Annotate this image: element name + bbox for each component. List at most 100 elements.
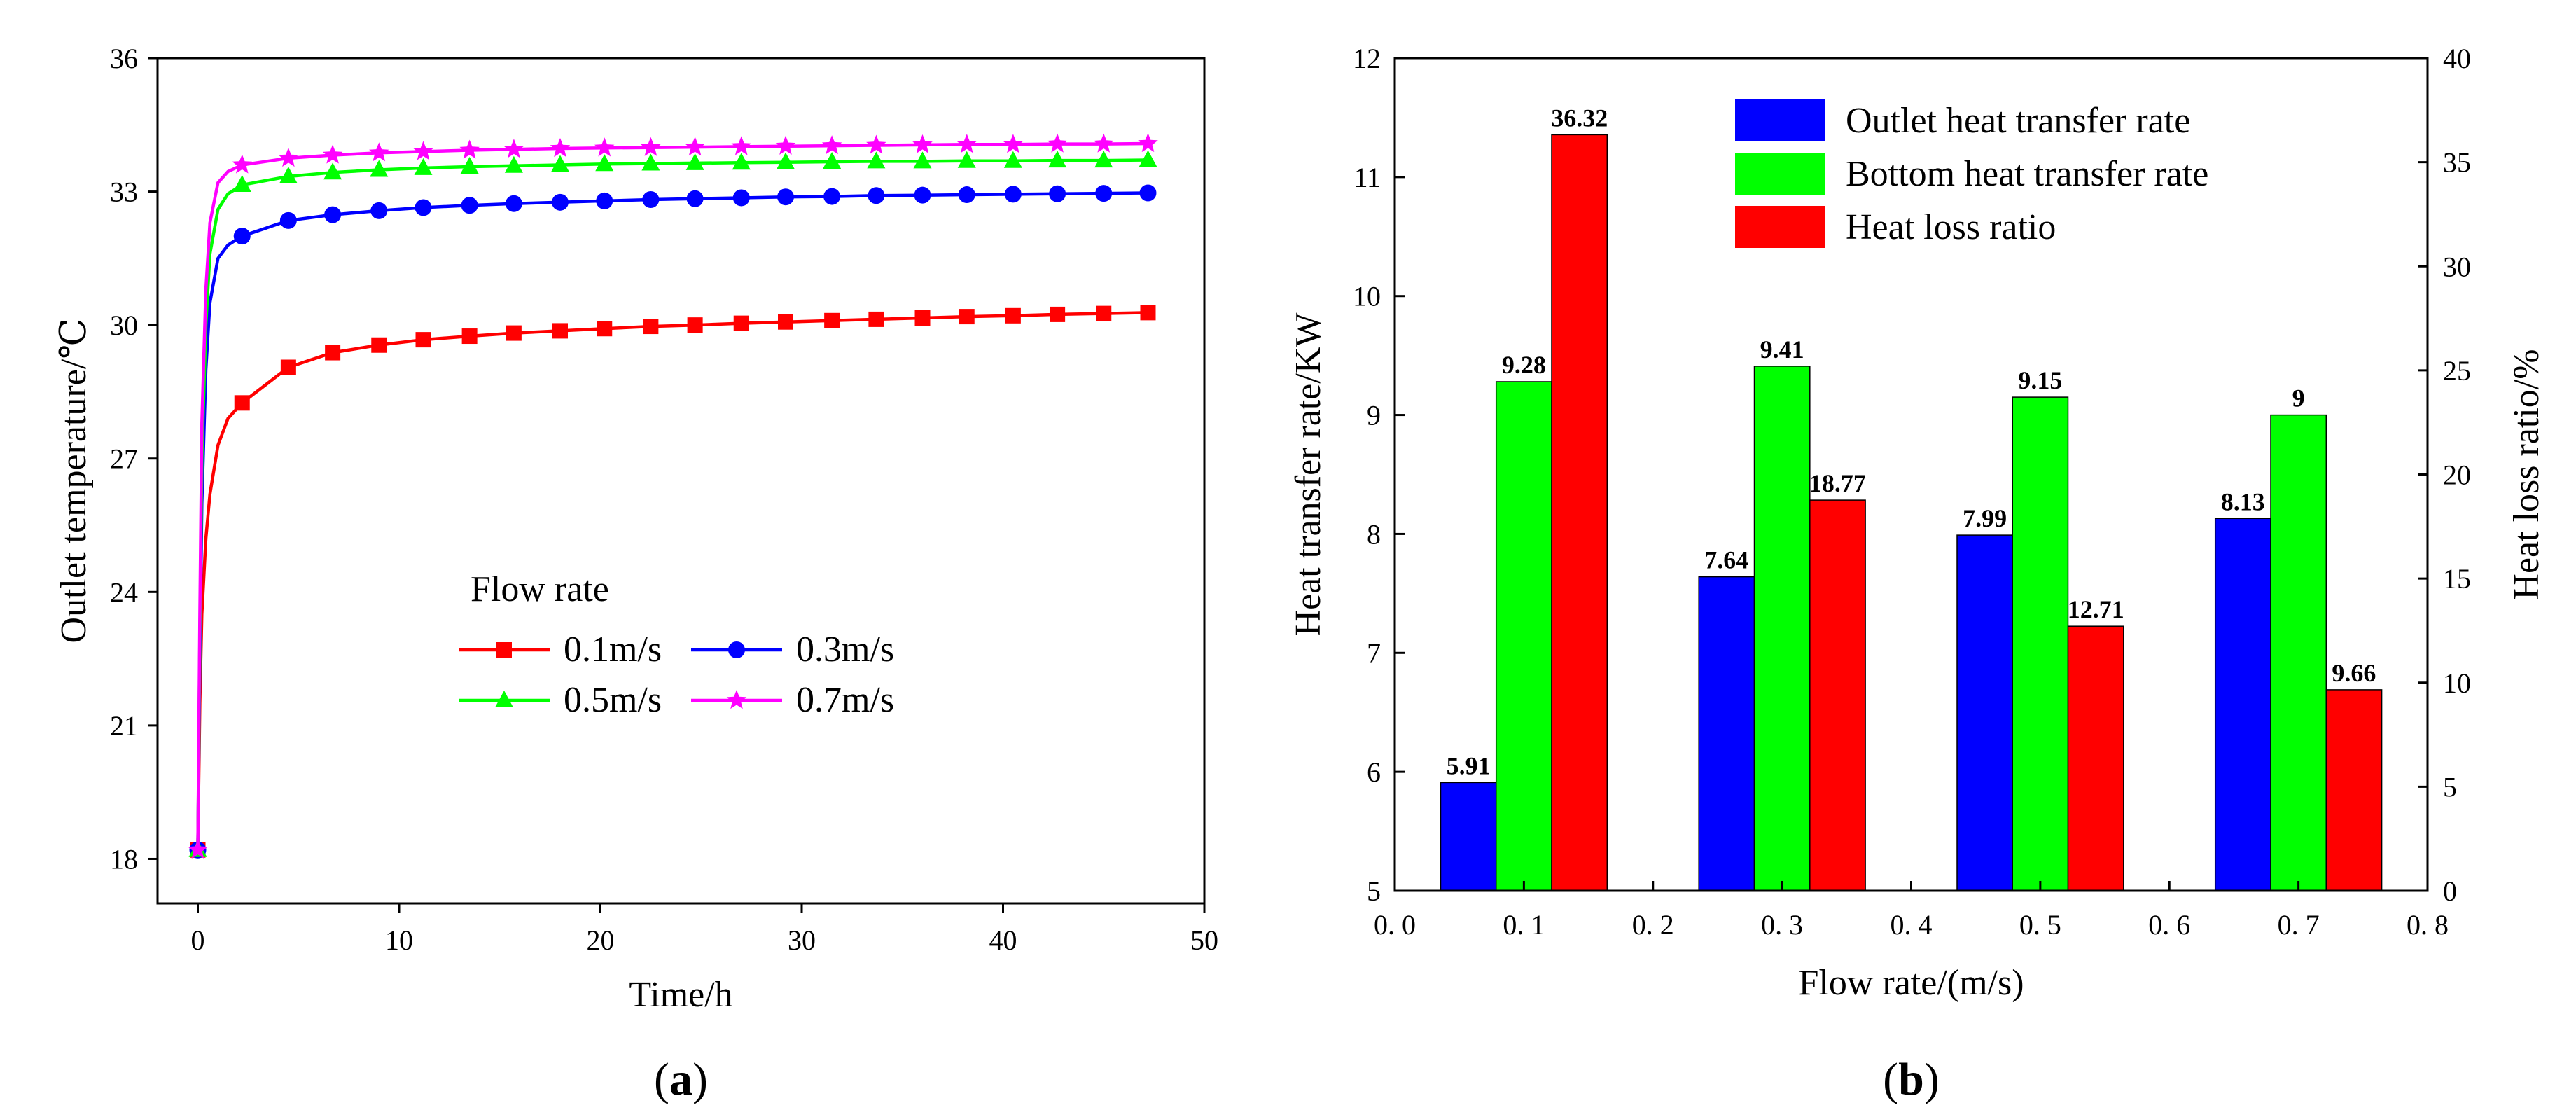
data-point xyxy=(232,175,251,193)
data-point xyxy=(594,137,615,157)
data-point xyxy=(731,136,751,155)
bar xyxy=(2012,396,2069,891)
y-right-tick-label: 30 xyxy=(2443,251,2471,282)
data-point xyxy=(866,134,886,154)
data-point xyxy=(642,191,660,209)
legend-label: 0.7m/s xyxy=(796,680,894,720)
legend-marker xyxy=(728,641,745,658)
data-point xyxy=(325,345,341,361)
y-tick-label: 24 xyxy=(110,576,138,608)
y-left-tick-label: 6 xyxy=(1367,756,1381,788)
y-right-tick-label: 40 xyxy=(2443,43,2471,74)
y-tick-label: 18 xyxy=(110,843,138,875)
x-tick-label: 40 xyxy=(989,924,1017,956)
y-tick-label: 27 xyxy=(110,443,138,475)
data-point xyxy=(596,192,613,209)
x-tick-label: 0. 2 xyxy=(1632,909,1674,941)
data-point xyxy=(279,166,298,183)
series-0.5m/s xyxy=(188,150,1157,857)
data-point xyxy=(732,153,751,170)
legend: Outlet heat transfer rate Bottom heat tra… xyxy=(1735,99,2208,248)
data-point xyxy=(1095,185,1113,202)
data-point xyxy=(823,152,842,169)
data-point xyxy=(503,139,524,158)
bar xyxy=(1809,499,1866,891)
data-label: 9.66 xyxy=(2332,659,2376,687)
legend-item: Heat loss ratio xyxy=(1735,206,2056,248)
data-label: 9.15 xyxy=(2018,366,2062,394)
bar xyxy=(1753,366,1811,891)
y-right-tick-label: 35 xyxy=(2443,147,2471,179)
series-line xyxy=(196,191,1148,850)
data-label: 7.64 xyxy=(1704,546,1748,574)
data-point xyxy=(323,162,342,180)
data-label: 7.99 xyxy=(1963,504,2007,532)
y-right-tick-label: 10 xyxy=(2443,667,2471,699)
legend-marker xyxy=(496,642,512,658)
data-point xyxy=(685,153,704,170)
data-point xyxy=(415,199,432,216)
series-0.3m/s xyxy=(189,184,1157,859)
data-point xyxy=(505,195,522,212)
data-point xyxy=(550,138,571,158)
data-point xyxy=(324,206,342,223)
data-point xyxy=(1047,133,1068,153)
legend-title: Flow rate xyxy=(471,569,609,609)
data-point xyxy=(552,193,569,211)
data-point xyxy=(775,135,796,155)
data-point xyxy=(1138,133,1158,153)
y-right-axis-title: Heat loss ratio/% xyxy=(2507,349,2547,599)
legend-label: Outlet heat transfer rate xyxy=(1846,101,2190,141)
data-point xyxy=(278,147,299,167)
data-label: 5.91 xyxy=(1447,751,1491,779)
bar xyxy=(2270,414,2327,891)
data-point xyxy=(460,157,479,174)
series-line xyxy=(196,141,1148,850)
x-tick-label: 20 xyxy=(587,924,615,956)
legend-swatch xyxy=(1735,206,1825,248)
data-point xyxy=(551,155,569,172)
data-point xyxy=(1139,150,1157,167)
data-point xyxy=(415,332,431,348)
x-tick-label: 10 xyxy=(385,924,413,956)
data-point xyxy=(1139,184,1157,202)
data-point xyxy=(643,319,659,335)
data-point xyxy=(641,137,661,156)
data-label: 9.41 xyxy=(1760,335,1804,363)
x-tick-label: 0. 5 xyxy=(2019,909,2061,941)
data-point xyxy=(232,154,252,174)
data-point xyxy=(778,314,793,330)
data-point xyxy=(188,839,208,859)
data-point xyxy=(414,158,433,175)
bar xyxy=(1440,782,1497,891)
legend-item: 0.3m/s xyxy=(691,630,894,669)
y-right-tick-label: 20 xyxy=(2443,459,2471,491)
x-axis-title: Flow rate/(m/s) xyxy=(1798,963,2024,1003)
legend-item: Bottom heat transfer rate xyxy=(1735,153,2208,195)
bar xyxy=(1551,134,1608,891)
data-point xyxy=(777,188,794,206)
x-tick-label: 0. 4 xyxy=(1891,909,1933,941)
bar xyxy=(2325,689,2383,891)
data-point xyxy=(279,211,297,229)
legend-label: Bottom heat transfer rate xyxy=(1846,154,2208,194)
y-left-tick-label: 12 xyxy=(1353,43,1381,74)
data-point xyxy=(687,317,703,333)
data-point xyxy=(958,186,975,204)
data-point xyxy=(413,141,433,160)
bar xyxy=(2067,625,2124,891)
legend-item: Outlet heat transfer rate xyxy=(1735,99,2190,141)
data-label: 12.71 xyxy=(2068,595,2124,623)
series-line xyxy=(196,311,1148,850)
data-point xyxy=(685,137,705,156)
data-label: 9.28 xyxy=(1502,351,1546,379)
y-left-tick-label: 11 xyxy=(1353,162,1381,193)
y-right-tick-label: 0 xyxy=(2443,875,2457,907)
data-point xyxy=(504,155,523,173)
bar xyxy=(2214,518,2271,891)
data-point xyxy=(732,189,750,207)
data-point xyxy=(1004,186,1022,203)
data-point xyxy=(1096,305,1112,321)
y-left-tick-label: 7 xyxy=(1367,637,1381,669)
bar xyxy=(1698,576,1755,891)
